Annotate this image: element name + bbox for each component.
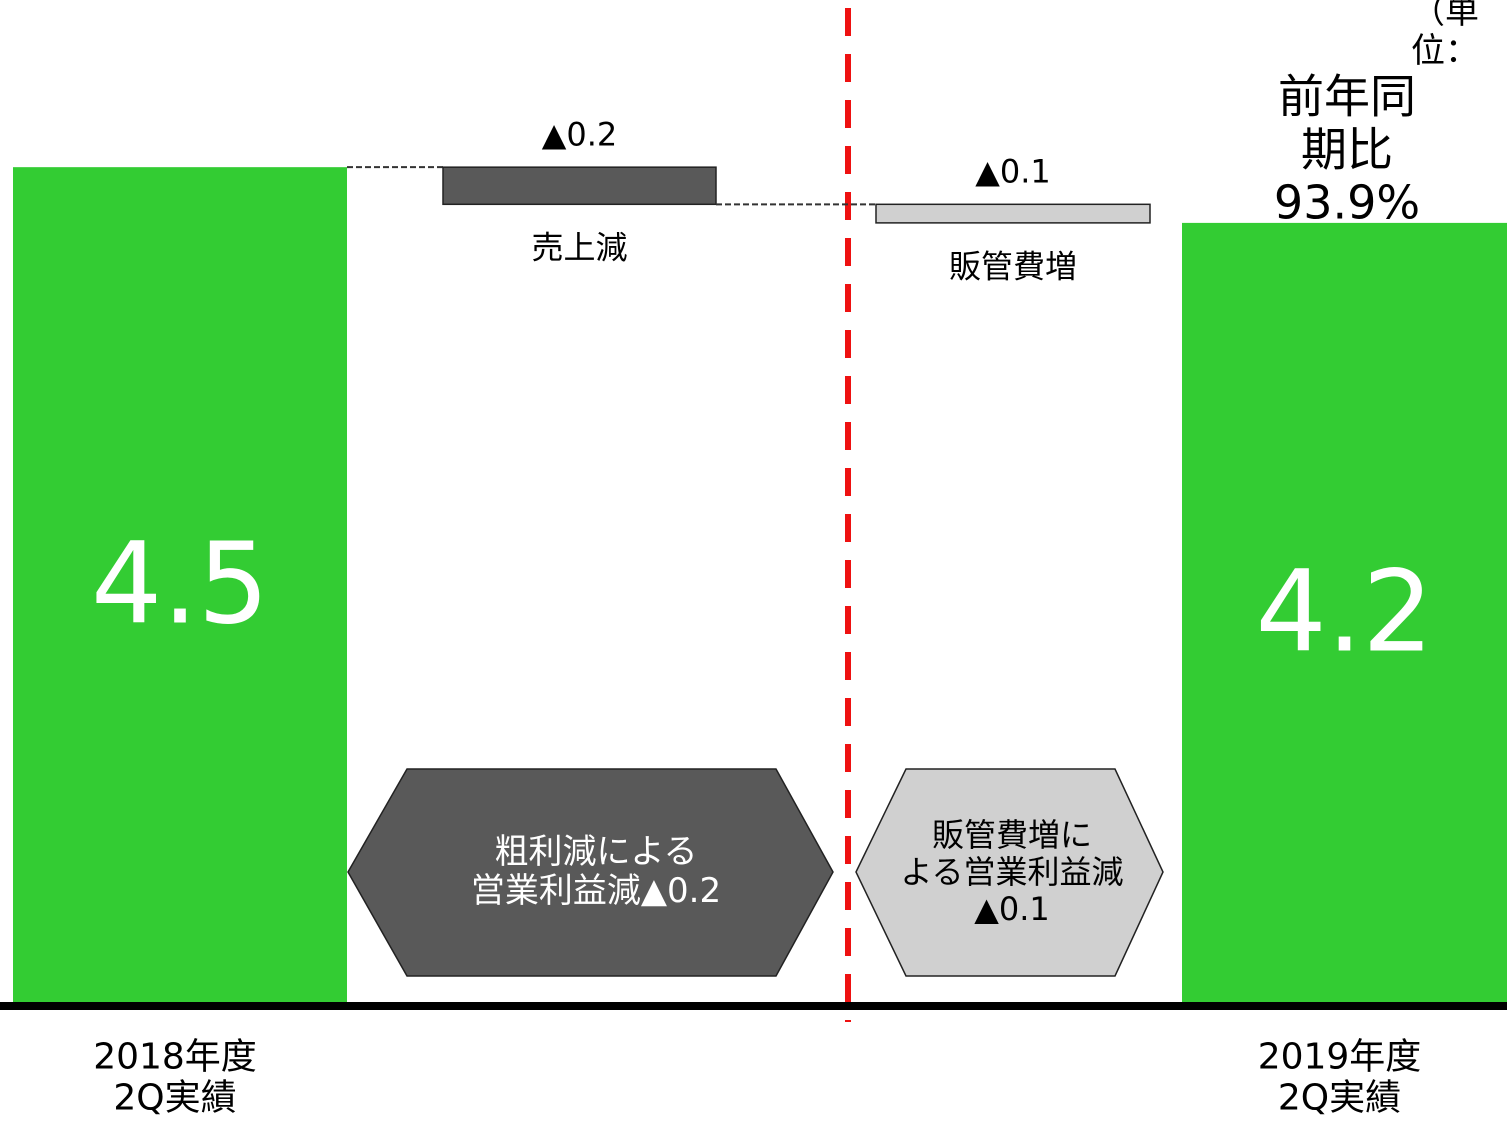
value-label: ▲0.1 — [975, 152, 1051, 191]
category-label: 売上減 — [531, 228, 628, 267]
annotation: 粗利減による 営業利益減▲0.2 — [470, 831, 722, 911]
category-label: 2019年度 2Q実績 — [1257, 1036, 1422, 1119]
value-label: 4.2 — [1255, 547, 1434, 678]
unit-label: （単位： — [1411, 0, 1479, 71]
bar — [875, 203, 1151, 224]
bar — [442, 166, 717, 206]
category-label: 販管費増 — [948, 247, 1078, 286]
annotation-box — [855, 768, 1164, 977]
bar — [13, 167, 347, 1003]
annotation-box — [347, 768, 834, 977]
value-label: ▲0.2 — [541, 115, 618, 154]
category-label: 2018年度 2Q実績 — [93, 1036, 257, 1119]
annotation: 販管費増に よる営業利益減 ▲0.1 — [900, 815, 1124, 928]
chart-title: 前年同期比 93.9% — [1273, 69, 1421, 230]
bar — [1182, 222, 1507, 1003]
value-label: 4.5 — [90, 519, 270, 650]
